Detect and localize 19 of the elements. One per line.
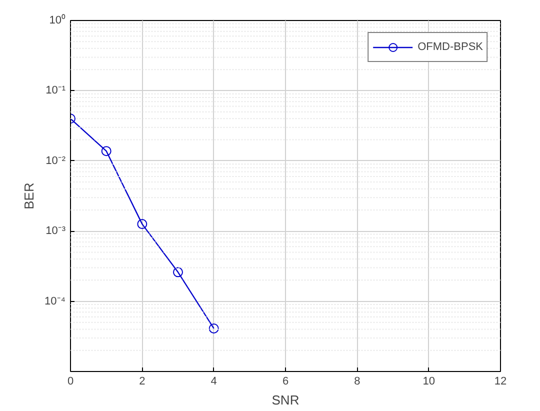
x-tick-label: 10 [422, 376, 435, 388]
x-tick-label: 12 [494, 376, 507, 388]
y-tick-label: 10⁻³ [46, 225, 66, 238]
y-tick-label: 10⁻⁴ [44, 295, 66, 308]
x-tick-label: 8 [354, 376, 360, 388]
x-axis-title: SNR [272, 392, 300, 408]
point [208, 323, 219, 334]
x-tick-label: 6 [282, 376, 289, 388]
y-tick-label: 10⁰ [49, 14, 66, 26]
x-tick-label: 0 [67, 376, 74, 388]
point [173, 267, 183, 278]
point [137, 219, 148, 230]
y-tick-label: 10⁻¹ [46, 84, 66, 97]
y-axis-title: BER [22, 182, 37, 210]
x-tick-label: 2 [139, 376, 146, 388]
point [101, 146, 112, 156]
x-tick-label: 4 [210, 376, 217, 388]
y-tick-label: 10⁻² [46, 154, 66, 167]
legend-label: OFMD-BPSK [418, 41, 483, 53]
